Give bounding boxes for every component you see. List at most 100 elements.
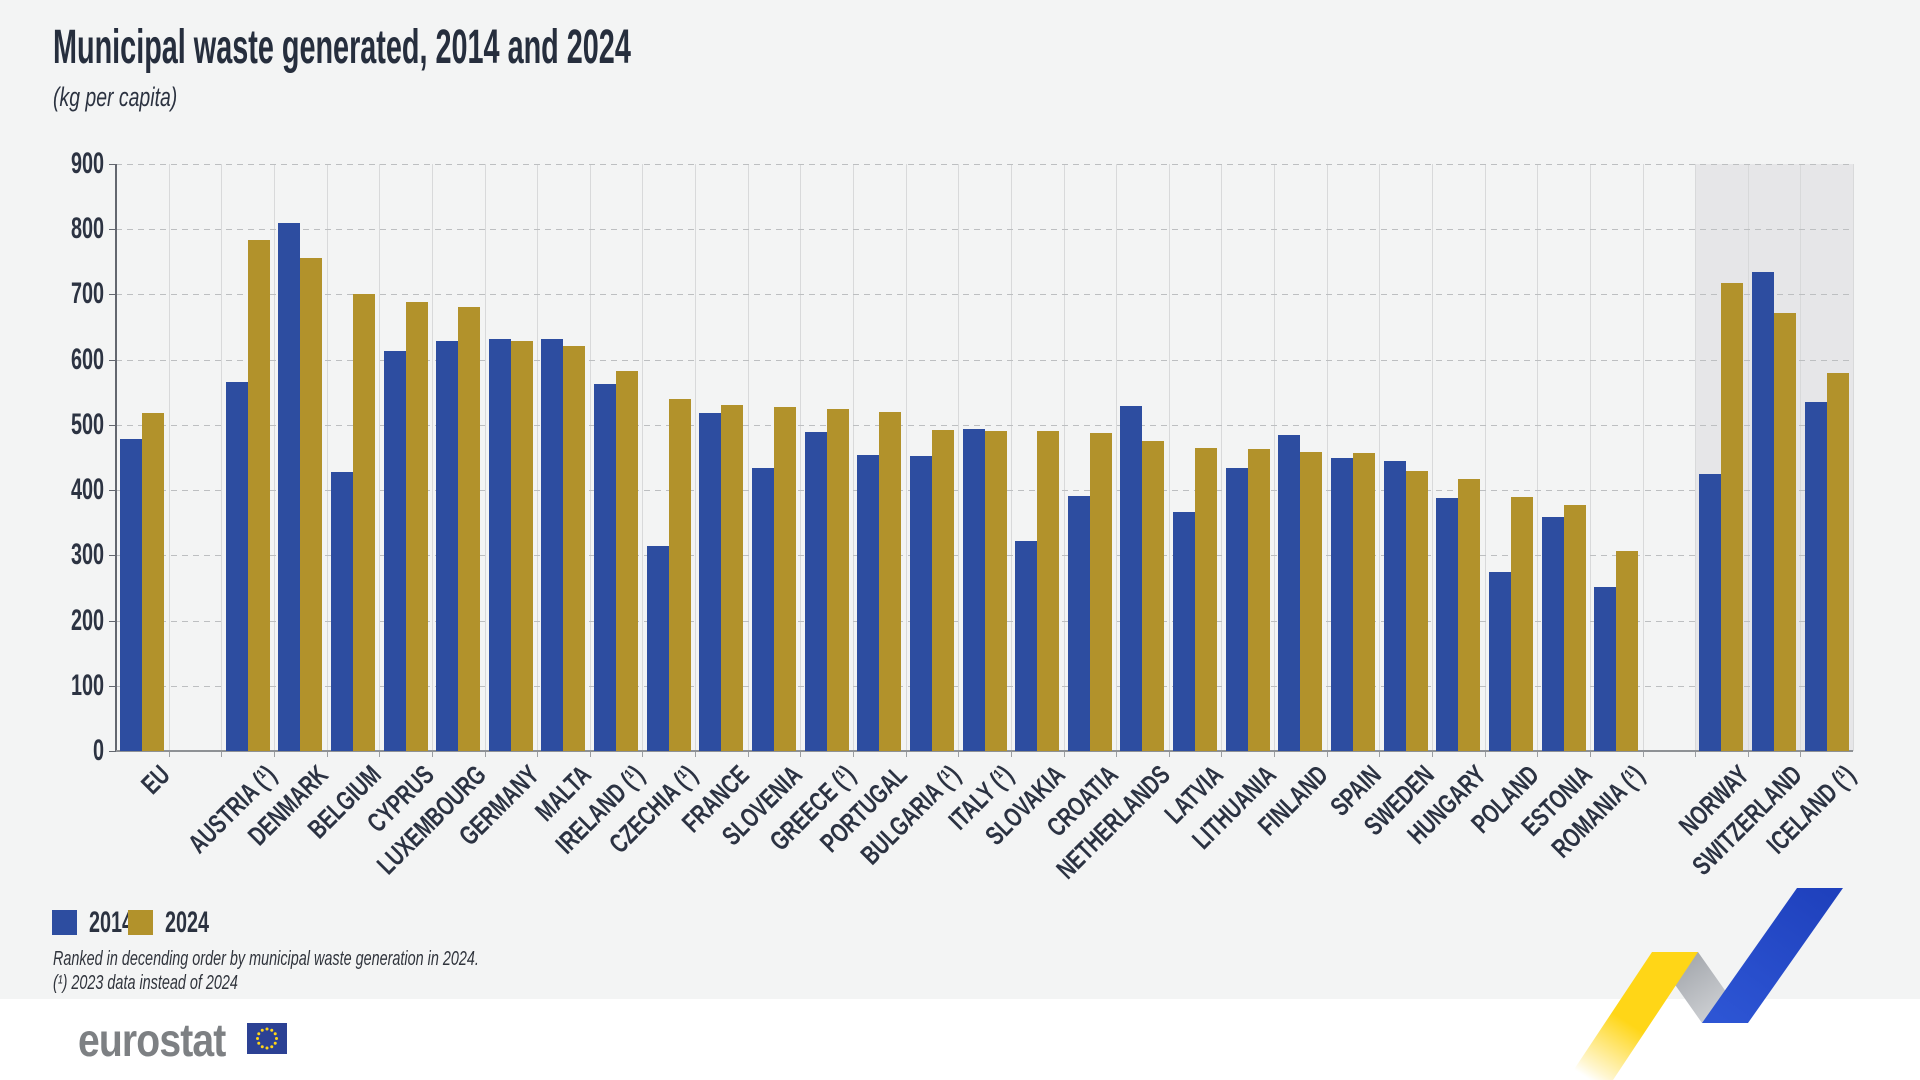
baseline-tick xyxy=(1431,752,1433,757)
baseline-tick xyxy=(1326,752,1328,757)
gridline-vertical xyxy=(1431,164,1433,751)
gridline-vertical xyxy=(326,164,328,751)
y-axis-tick xyxy=(109,555,116,557)
baseline-tick xyxy=(1484,752,1486,757)
bar-2014-13 xyxy=(857,454,880,751)
bar-2024-2 xyxy=(300,257,323,751)
gridline-vertical xyxy=(1116,164,1118,751)
page-subtitle: (kg per capita) xyxy=(53,82,178,112)
bar-2024-27 xyxy=(1616,550,1639,751)
gridline-vertical xyxy=(431,164,433,751)
gridline-vertical xyxy=(1800,164,1802,751)
gridline-vertical xyxy=(1063,164,1065,751)
y-axis-tick-label: 0 xyxy=(92,734,104,767)
footnote-ranking: Ranked in decending order by municipal w… xyxy=(53,948,479,970)
bar-2014-3 xyxy=(330,471,353,751)
baseline-tick xyxy=(1221,752,1223,757)
y-axis-tick xyxy=(109,620,116,622)
baseline-tick xyxy=(537,752,539,757)
gridline-vertical xyxy=(905,164,907,751)
gridline-vertical xyxy=(852,164,854,751)
gridline-vertical xyxy=(1010,164,1012,751)
baseline-tick xyxy=(1063,752,1065,757)
baseline-tick xyxy=(379,752,381,757)
gridline-vertical xyxy=(537,164,539,751)
bar-2014-22 xyxy=(1331,458,1353,751)
baseline-tick xyxy=(852,752,854,757)
bar-2014-29 xyxy=(1752,272,1774,751)
y-axis-tick xyxy=(109,490,116,492)
baseline-tick xyxy=(168,752,170,757)
baseline-tick xyxy=(1695,752,1697,757)
bar-2024-18 xyxy=(1142,441,1165,751)
bar-2024-13 xyxy=(879,411,902,751)
bar-2024-11 xyxy=(774,406,796,751)
baseline-tick xyxy=(273,752,275,757)
bar-2014-25 xyxy=(1488,571,1511,751)
gridline-vertical xyxy=(1537,164,1539,751)
legend-swatch-2014 xyxy=(52,910,77,935)
gridline-vertical xyxy=(1484,164,1486,751)
eu-flag-icon xyxy=(247,1023,287,1054)
y-axis-tick-label: 500 xyxy=(70,407,104,441)
bar-2024-20 xyxy=(1247,449,1270,751)
baseline-tick xyxy=(642,752,644,757)
bar-2014-19 xyxy=(1173,512,1195,751)
bar-2024-15 xyxy=(984,430,1007,751)
bar-2024-22 xyxy=(1353,452,1375,751)
gridline-vertical xyxy=(1695,164,1697,751)
gridline-vertical xyxy=(1274,164,1275,751)
bar-2014-26 xyxy=(1541,516,1564,751)
bar-2024-4 xyxy=(405,302,428,751)
y-axis-tick xyxy=(109,685,116,687)
y-axis-tick-label: 900 xyxy=(70,147,104,180)
gridline-vertical xyxy=(642,164,644,751)
page-title: Municipal waste generated, 2014 and 2024 xyxy=(53,21,631,74)
y-axis-tick xyxy=(109,294,116,296)
y-axis-tick xyxy=(109,164,116,165)
bar-2014-7 xyxy=(541,339,564,751)
y-axis-tick xyxy=(109,359,116,361)
gridline-horizontal xyxy=(116,359,1853,361)
bar-2024-10 xyxy=(721,404,744,751)
bar-2014-10 xyxy=(699,412,722,751)
bar-2014-11 xyxy=(752,467,774,751)
bar-2014-17 xyxy=(1067,496,1090,751)
bar-2024-25 xyxy=(1510,497,1533,751)
gridline-vertical xyxy=(1379,164,1381,751)
gridline-vertical xyxy=(484,164,486,751)
y-axis-tick xyxy=(109,751,116,752)
gridline-vertical xyxy=(168,164,170,751)
bar-2024-1 xyxy=(247,240,270,751)
y-axis-tick-label: 800 xyxy=(70,212,104,246)
gridline-horizontal xyxy=(116,294,1853,296)
legend-label-2024: 2024 xyxy=(165,906,210,939)
baseline-tick xyxy=(1747,752,1749,757)
gridline-vertical xyxy=(958,164,960,751)
x-axis-label: EU xyxy=(135,759,177,800)
bar-2024-14 xyxy=(931,430,954,751)
baseline-tick xyxy=(326,752,328,757)
bar-2014-28 xyxy=(1699,473,1722,751)
baseline-tick xyxy=(800,752,802,757)
x-axis-baseline xyxy=(116,750,1853,752)
bar-2014-6 xyxy=(488,339,511,751)
bar-2014-2 xyxy=(278,223,301,751)
bar-2014-30 xyxy=(1804,402,1827,751)
gridline-vertical xyxy=(1853,164,1854,751)
bar-2014-21 xyxy=(1278,435,1301,751)
bar-2024-17 xyxy=(1089,433,1112,751)
gridline-vertical xyxy=(273,164,275,751)
bar-2024-16 xyxy=(1037,431,1060,751)
bar-2024-3 xyxy=(352,293,375,751)
gridline-vertical xyxy=(589,164,591,751)
gridline-vertical xyxy=(1747,164,1749,751)
bar-2024-21 xyxy=(1300,451,1323,751)
bar-2024-9 xyxy=(668,398,691,751)
bar-2014-14 xyxy=(909,456,932,751)
baseline-tick xyxy=(1116,752,1118,757)
gridline-vertical xyxy=(1168,164,1170,751)
bar-2014-1 xyxy=(225,381,248,751)
gridline-vertical xyxy=(800,164,802,751)
